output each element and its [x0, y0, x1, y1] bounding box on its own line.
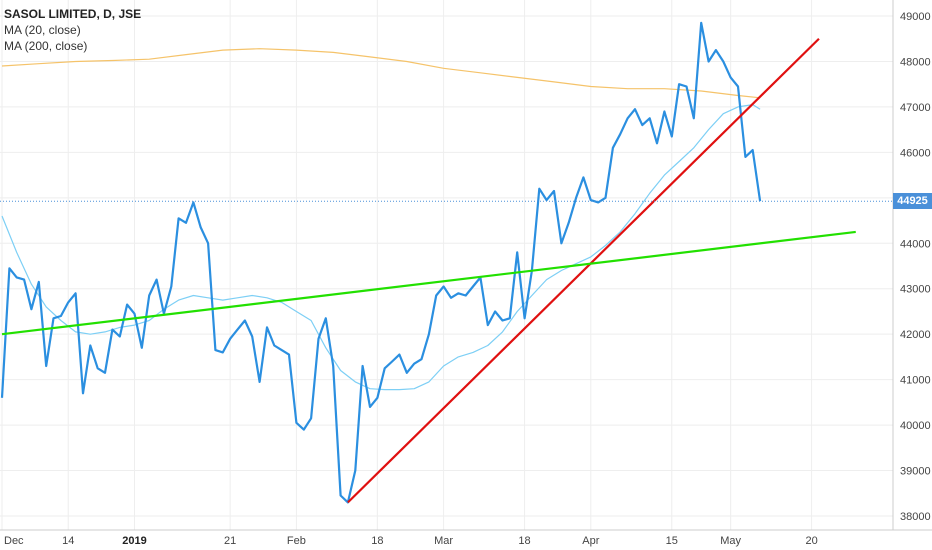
ma200-series-line	[1, 48, 761, 99]
legend-ma200[interactable]: MA (200, close)	[4, 39, 88, 53]
price-tick-label: 48000	[900, 56, 931, 68]
trendline-layer[interactable]	[1, 37, 856, 504]
time-tick-label: Dec	[4, 535, 24, 547]
chart-grid	[0, 0, 893, 530]
red-trendline	[347, 37, 820, 504]
green-trendline	[1, 230, 856, 336]
legend-ma20[interactable]: MA (20, close)	[4, 23, 81, 37]
chart-legend: SASOL LIMITED, D, JSE MA (20, close) MA …	[4, 6, 141, 54]
price-series-line	[0, 21, 762, 504]
price-tick-label: 38000	[900, 511, 931, 523]
time-tick-label: May	[720, 535, 741, 547]
price-tick-label: 39000	[900, 466, 931, 478]
time-tick-label: 15	[666, 535, 678, 547]
price-tick-label: 42000	[900, 329, 931, 341]
price-tick-label: 44000	[900, 238, 931, 250]
time-tick-label: 2019	[122, 535, 146, 547]
legend-symbol-title[interactable]: SASOL LIMITED, D, JSE	[4, 7, 142, 21]
price-tick-label: 40000	[900, 420, 931, 432]
time-tick-label: Feb	[287, 535, 306, 547]
time-tick-label: Apr	[582, 535, 599, 547]
series-layer	[0, 21, 762, 504]
time-tick-label: 18	[371, 535, 383, 547]
price-axis[interactable]: 3800039000400004100042000430004400045000…	[900, 11, 931, 523]
price-tick-label: 47000	[900, 102, 931, 114]
price-tick-label: 43000	[900, 284, 931, 296]
last-price-tag: 44925	[893, 193, 932, 210]
price-tick-label: 49000	[900, 11, 931, 23]
time-tick-label: 20	[805, 535, 817, 547]
ma20-series-line	[1, 103, 761, 391]
time-tick-label: 14	[62, 535, 74, 547]
time-tick-label: 18	[518, 535, 530, 547]
time-axis[interactable]: Dec 14 2019 21 Feb 18 Mar 18 Apr 15 May 20	[4, 535, 818, 547]
price-tick-label: 46000	[900, 147, 931, 159]
time-tick-label: Mar	[434, 535, 453, 547]
price-tick-label: 41000	[900, 375, 931, 387]
time-tick-label: 21	[224, 535, 236, 547]
